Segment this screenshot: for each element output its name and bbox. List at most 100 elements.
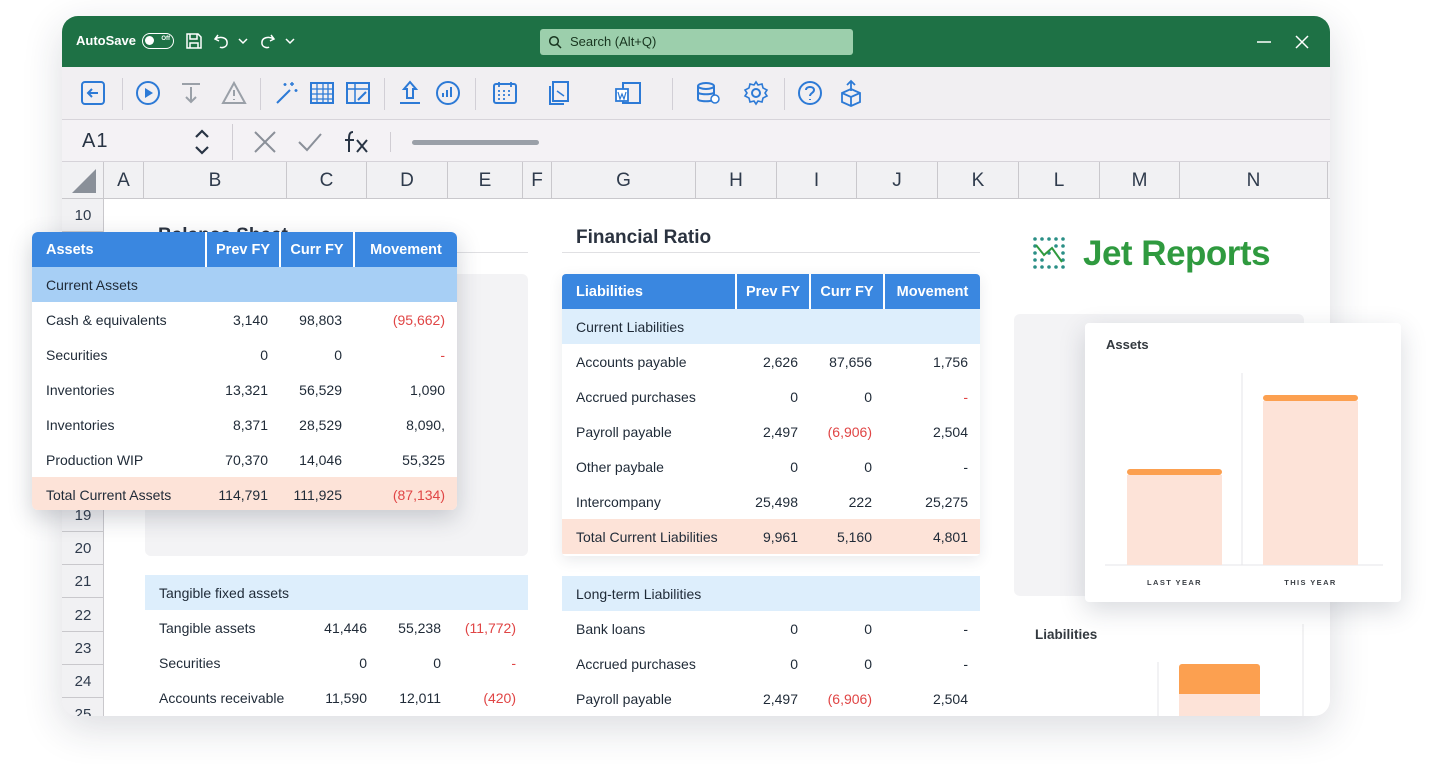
row-header-23[interactable]: 23 [62, 632, 104, 665]
row-header-10[interactable]: 10 [62, 199, 104, 232]
section-row: Current Liabilities [562, 309, 980, 344]
help-icon[interactable] [796, 79, 824, 107]
column-header-n[interactable]: N [1180, 162, 1328, 199]
table-row[interactable]: Inventories 8,371 28,529 8,090, [32, 407, 457, 442]
table-row[interactable]: Cash & equivalents 3,140 98,803 (95,662) [32, 302, 457, 337]
undo-icon[interactable] [212, 31, 232, 51]
movement-value: 8,090, [406, 416, 445, 433]
chart-report-icon[interactable] [434, 79, 462, 107]
column-header-f[interactable]: F [523, 162, 552, 199]
settings-gear-icon[interactable] [742, 79, 770, 107]
liabilities-table: Liabilities Prev FY Curr FY Movement Curren… [562, 274, 980, 556]
section-label: Tangible fixed assets [145, 575, 528, 610]
bar-top-0 [1127, 469, 1222, 475]
section-label: Long-term Liabilities [562, 576, 980, 611]
total-label: Total Current Assets [32, 477, 206, 510]
column-header-a[interactable]: A [104, 162, 144, 199]
database-icon[interactable] [694, 79, 722, 107]
autosave-toggle[interactable]: Off [142, 33, 174, 49]
search-placeholder: Search (Alt+Q) [570, 34, 657, 49]
table-row[interactable]: Accrued purchases 0 0 - [562, 646, 980, 681]
undo-dropdown-icon[interactable] [236, 31, 250, 51]
row-header-25[interactable]: 25 [62, 698, 104, 716]
row-header-24[interactable]: 24 [62, 665, 104, 698]
ribbon-separator [784, 78, 785, 110]
table-grid-icon[interactable] [308, 79, 336, 107]
formula-bar: A1 [62, 120, 1330, 162]
column-header-b[interactable]: B [144, 162, 287, 199]
quick-access-dropdown-icon[interactable] [283, 31, 297, 51]
row-header-21[interactable]: 21 [62, 565, 104, 598]
curr-fy-value: 0 [864, 388, 872, 405]
column-header-e[interactable]: E [448, 162, 523, 199]
calendar-icon[interactable] [491, 79, 519, 107]
table-row[interactable]: Accounts payable 2,626 87,656 1,756 [562, 344, 980, 379]
warning-icon[interactable] [220, 79, 248, 107]
prev-fy-value: 41,446 [324, 619, 367, 636]
table-row[interactable]: Payroll payable 2,497 (6,906) 2,504 [562, 414, 980, 449]
column-header-c[interactable]: C [287, 162, 367, 199]
back-icon[interactable] [79, 79, 107, 107]
table-row[interactable]: Tangible assets 41,446 55,238 (11,772) [145, 610, 528, 645]
column-header-i[interactable]: I [777, 162, 857, 199]
column-header: Assets [32, 232, 207, 267]
function-fx-icon[interactable] [342, 128, 372, 156]
column-header-g[interactable]: G [552, 162, 696, 199]
row-header-19[interactable]: 19 [62, 499, 104, 532]
bar-base-1 [1263, 401, 1358, 565]
column-header-j[interactable]: J [857, 162, 938, 199]
liabilities-chart [1157, 624, 1304, 716]
total-row[interactable]: Total Current Assets 114,791 111,925 (87,13… [32, 477, 457, 510]
select-all-corner[interactable] [62, 162, 104, 199]
close-icon[interactable] [1292, 32, 1312, 52]
column-header-l[interactable]: L [1019, 162, 1100, 199]
table-row[interactable]: Securities 0 0 - [145, 645, 528, 680]
table-row[interactable]: Securities 0 0 - [32, 337, 457, 372]
confirm-check-icon[interactable] [297, 129, 323, 155]
download-icon[interactable] [177, 79, 205, 107]
redo-icon[interactable] [257, 31, 277, 51]
table-row[interactable]: Bank loans 0 0 - [562, 611, 980, 646]
cancel-icon[interactable] [252, 129, 278, 155]
name-box[interactable]: A1 [82, 130, 109, 152]
name-box-spinner-icon[interactable] [192, 126, 212, 158]
curr-fy-value: 0 [864, 620, 872, 637]
word-export-icon[interactable] [612, 79, 644, 107]
curr-fy-value: (6,906) [827, 690, 872, 707]
table-row[interactable]: Intercompany 25,498 222 25,275 [562, 484, 980, 519]
formula-input[interactable] [412, 140, 539, 145]
minimize-icon[interactable] [1254, 32, 1274, 52]
column-header-m[interactable]: M [1100, 162, 1180, 199]
table-row[interactable]: Inventories 13,321 56,529 1,090 [32, 372, 457, 407]
prev-fy-value: 0 [359, 654, 367, 671]
documents-icon[interactable] [546, 79, 574, 107]
table-edit-icon[interactable] [344, 79, 372, 107]
table-row[interactable]: Accounts receivable 11,590 12,011 (420) [145, 680, 528, 715]
table-row[interactable]: Accrued purchases 0 0 - [562, 379, 980, 414]
upload-icon[interactable] [396, 79, 424, 107]
table-row[interactable]: Production WIP 70,370 14,046 55,325 [32, 442, 457, 477]
toggle-state: Off [161, 36, 170, 42]
column-header-k[interactable]: K [938, 162, 1019, 199]
row-header-20[interactable]: 20 [62, 532, 104, 565]
table-row[interactable]: Payroll payable 2,497 (6,906) 2,504 [562, 681, 980, 716]
curr-fy-total: 111,925 [280, 477, 354, 510]
movement-value: (11,772) [464, 619, 516, 636]
curr-fy-value: 98,803 [299, 311, 342, 328]
row-header-22[interactable]: 22 [62, 599, 104, 632]
curr-fy-value: 87,656 [829, 353, 872, 370]
prev-fy-value: 0 [790, 458, 798, 475]
save-icon[interactable] [184, 31, 204, 51]
wizard-wand-icon[interactable] [272, 79, 300, 107]
row-label: Accrued purchases [576, 655, 696, 672]
search-input[interactable]: Search (Alt+Q) [540, 29, 853, 55]
total-row[interactable]: Total Current Liabilities 9,961 5,160 4,801 [562, 519, 980, 554]
table-row[interactable]: Other paybale 0 0 - [562, 449, 980, 484]
column-header-h[interactable]: H [696, 162, 777, 199]
play-icon[interactable] [134, 79, 162, 107]
column-header: Prev FY [206, 232, 281, 267]
package-upload-icon[interactable] [837, 79, 865, 107]
assets-table: Assets Prev FY Curr FY Movement Current Ass… [32, 232, 457, 510]
row-label: Cash & equivalents [46, 311, 167, 328]
column-header-d[interactable]: D [367, 162, 448, 199]
